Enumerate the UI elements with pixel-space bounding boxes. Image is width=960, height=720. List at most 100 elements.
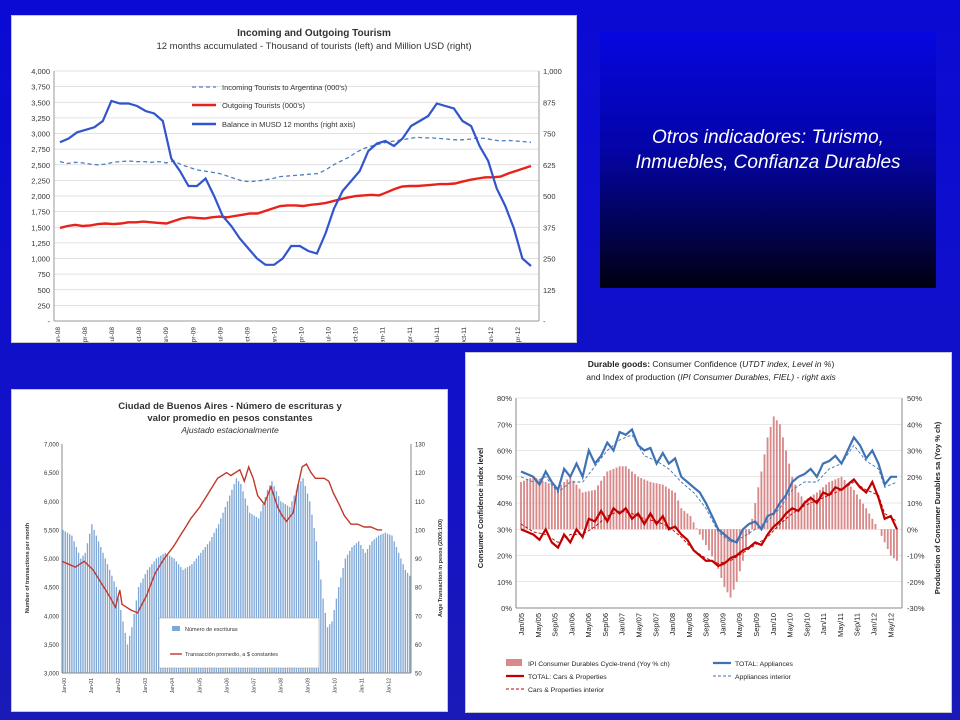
escrituras-bar (173, 558, 175, 673)
x-tick-label: Jan/10 (769, 613, 778, 636)
ipi-bar (627, 468, 630, 530)
ipi-bar (754, 503, 757, 530)
incoming-tourists-line (59, 136, 532, 183)
ipi-bar (757, 487, 760, 530)
appliances-line (520, 427, 897, 544)
y2-tick-label: - (543, 317, 546, 326)
durable-chart-title2-normal: and Index of production ( (586, 372, 680, 382)
ipi-bar (849, 486, 852, 530)
escrituras-bar (111, 575, 113, 673)
legend-label: Cars & Properties interior (528, 687, 605, 694)
escrituras-bar (344, 558, 346, 673)
escrituras-bar (402, 564, 404, 673)
ipi-bar (594, 489, 596, 530)
ipi-bar (695, 528, 698, 530)
x-tick-label: Jul-11 (434, 327, 441, 342)
y2-tick-label: 875 (543, 98, 556, 107)
ipi-bar (856, 494, 858, 530)
escrituras-bar (384, 532, 386, 673)
y-tick-label: 5,000 (44, 557, 60, 563)
y2-tick-label: 125 (543, 286, 556, 295)
ipi-bar (840, 476, 843, 530)
x-tick-label: Jan-12 (488, 327, 495, 342)
y2-tick-label: 60 (415, 643, 422, 649)
x-tick-label: Sep/08 (702, 613, 711, 637)
legend-swatch-bars (172, 626, 180, 631)
escrituras-bar (142, 578, 144, 673)
y2-tick-label: 40% (907, 420, 922, 429)
x-tick-label: Sep/11 (853, 613, 862, 636)
x-tick-label: Oct-11 (461, 327, 468, 342)
escrituras-bar (371, 541, 373, 673)
y-tick-label: 4,500 (44, 586, 60, 592)
escrituras-bar (89, 533, 91, 673)
ipi-bar (782, 437, 784, 530)
escrituras-bar (286, 505, 289, 673)
y-tick-label: 4,000 (31, 67, 50, 76)
ipi-bar (557, 487, 559, 530)
escrituras-bar (82, 555, 84, 673)
escrituras-bar (297, 484, 300, 673)
y-tick-label: - (48, 317, 51, 326)
escrituras-bar (406, 572, 409, 673)
escrituras-bar (86, 543, 89, 673)
ipi-bar (800, 496, 803, 530)
ipi-bar (603, 476, 606, 530)
escrituras-bar (251, 514, 253, 673)
escrituras-bar (355, 543, 358, 673)
ipi-bar (785, 450, 787, 530)
y2-tick-label: 120 (415, 471, 426, 477)
x-tick-label: Jan/09 (718, 613, 727, 636)
ipi-bar (741, 529, 744, 561)
legend-swatch (506, 659, 522, 666)
y-tick-label: 1,750 (31, 208, 50, 217)
ipi-bar (896, 529, 898, 561)
escrituras-bar (329, 624, 331, 673)
y-tick-label: 7,000 (44, 443, 60, 449)
ipi-bar (886, 529, 889, 549)
ipi-bar (723, 529, 726, 588)
escrituras-bar (209, 541, 211, 673)
ipi-bar (578, 488, 581, 530)
escrituras-bar (366, 549, 369, 673)
x-tick-label: Jan-00 (62, 678, 68, 694)
legend-label: Balance in MUSD 12 months (right axis) (222, 120, 356, 129)
ipi-bar (859, 499, 861, 530)
ipi-bar (560, 484, 562, 530)
x-tick-label: Jan-08 (55, 327, 62, 342)
escrituras-bar (244, 498, 246, 673)
escrituras-chart-title: Ciudad de Buenos Aires - Número de escri… (118, 401, 342, 412)
escrituras-bar (197, 555, 200, 673)
ipi-bar (701, 529, 704, 540)
escrituras-bar (255, 517, 258, 673)
x-tick-label: Apr-10 (299, 327, 306, 342)
ipi-bar (698, 529, 701, 535)
escrituras-bar (291, 501, 293, 674)
durable-chart-title2-italic: IPI Consumer Durables, FIEL) - right axi… (680, 372, 836, 382)
escrituras-bar (126, 644, 129, 673)
durable-goods-chart: Durable goods: Consumer Confidence (UTDT… (476, 359, 942, 694)
escrituras-bar (193, 561, 195, 673)
y-tick-label: 80% (497, 394, 512, 403)
x-tick-label: Oct-08 (136, 327, 143, 342)
escrituras-bar (195, 558, 198, 673)
y2-tick-label: 625 (543, 161, 556, 170)
escrituras-bar (311, 514, 313, 673)
x-tick-label: Sep/06 (601, 613, 610, 637)
escrituras-bar (351, 547, 353, 673)
escrituras-bar (293, 495, 295, 673)
escrituras-bar (322, 598, 324, 673)
escrituras-bar (215, 528, 218, 673)
escrituras-bar (131, 627, 133, 673)
escrituras-bar (386, 533, 389, 673)
ipi-bar (581, 492, 584, 530)
ipi-bar (775, 420, 778, 530)
escrituras-bar (357, 541, 360, 673)
escrituras-bar (389, 534, 391, 673)
x-tick-label: Jan/11 (819, 613, 828, 635)
escrituras-bar (380, 534, 382, 673)
ipi-bar (815, 492, 818, 530)
x-tick-label: Jan-03 (143, 678, 149, 694)
y-tick-label: 3,500 (31, 98, 50, 107)
ipi-bar (541, 480, 544, 530)
